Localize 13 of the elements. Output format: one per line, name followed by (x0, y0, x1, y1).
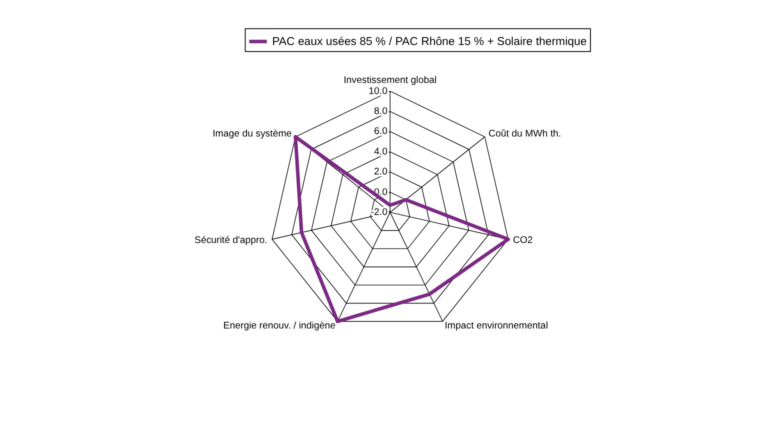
spoke-label: Sécurité d'appro. (194, 234, 268, 246)
spoke-label: Coût du MWh th. (488, 128, 562, 140)
spoke-label: Image du système (212, 128, 292, 140)
y-tick-label: 6.0 (374, 126, 388, 138)
y-tick-label: 8.0 (374, 106, 388, 118)
legend-label: PAC eaux usées 85 % / PAC Rhône 15 % + Solaire thermique (272, 36, 587, 48)
y-tick-label: 4.0 (374, 146, 388, 158)
spoke-label: Impact environnemental (444, 320, 548, 332)
spoke-label: Investissement global (344, 74, 437, 86)
spoke-label: CO2 (512, 234, 533, 246)
y-tick-label: 10.0 (368, 86, 388, 97)
y-tick-label: 2.0 (374, 166, 388, 178)
spoke-label: Energie renouv. / indigène (223, 320, 336, 332)
